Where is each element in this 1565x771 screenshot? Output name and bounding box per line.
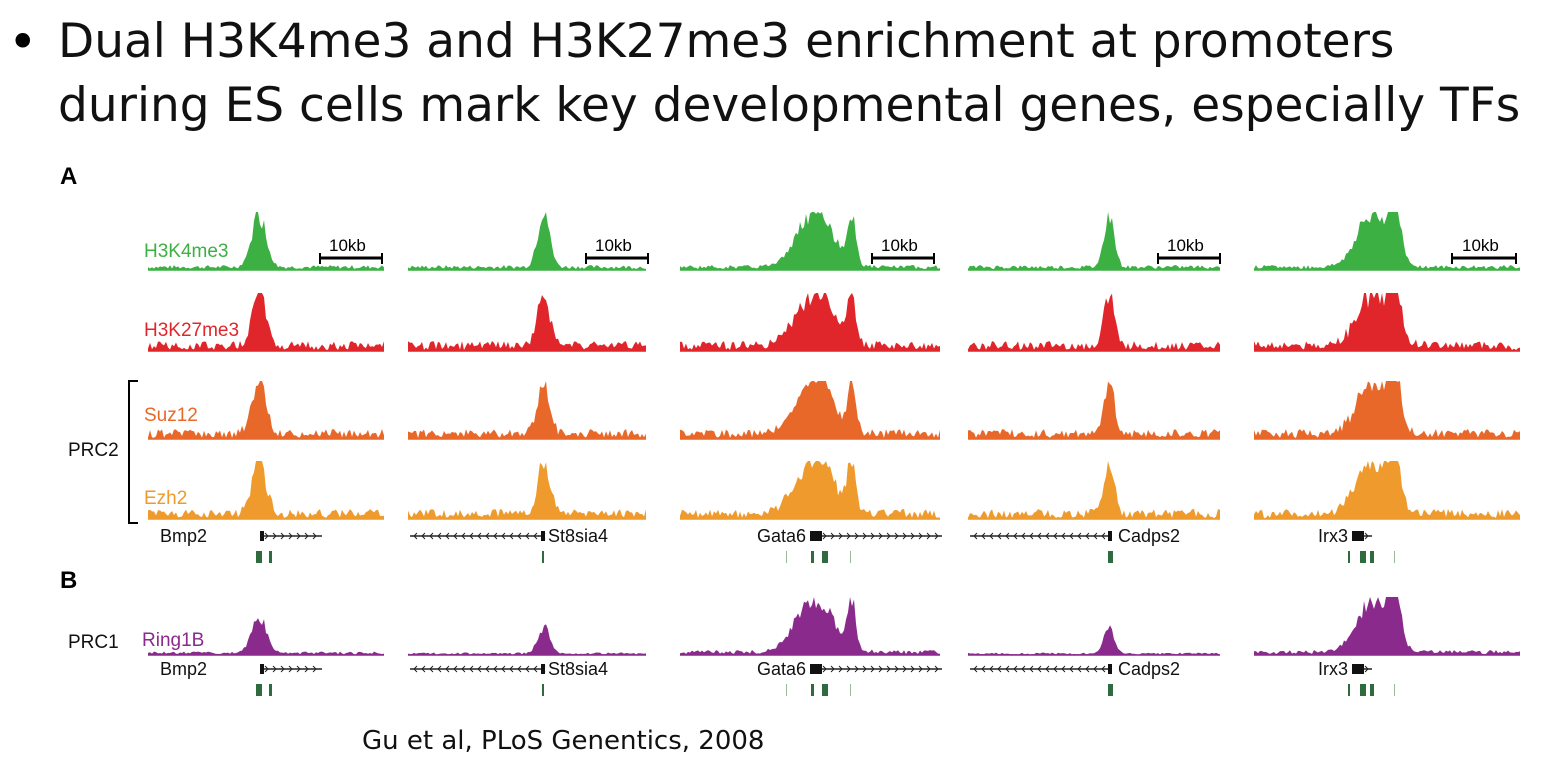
cpg-island-mark bbox=[269, 684, 272, 696]
gene-name-label: Gata6 bbox=[757, 659, 806, 679]
signal-suz12-cadps2 bbox=[968, 381, 1220, 439]
scale-bar: 10kb bbox=[1451, 236, 1517, 264]
scale-bar-label: 10kb bbox=[595, 236, 632, 255]
cpg-island-mark bbox=[1360, 551, 1366, 563]
cpg-island-mark bbox=[1348, 684, 1350, 696]
gene-model-st8sia4: St8sia4 bbox=[410, 526, 608, 563]
gene-name-label: Bmp2 bbox=[160, 526, 207, 546]
gene-model-bmp2: Bmp2 bbox=[160, 659, 322, 696]
signal-ezh2-st8sia4 bbox=[408, 462, 646, 519]
gene-name-label: Cadps2 bbox=[1118, 526, 1180, 546]
cpg-island-mark bbox=[542, 684, 544, 696]
signal-ring1b-st8sia4 bbox=[408, 624, 646, 655]
gene-name-label: Gata6 bbox=[757, 526, 806, 546]
signal-h3k27me3-gata6 bbox=[680, 293, 940, 351]
signal-suz12-irx3 bbox=[1254, 381, 1520, 439]
slide-title: Dual H3K4me3 and H3K27me3 enrichment at … bbox=[58, 14, 1521, 133]
signal-h3k4me3-bmp2 bbox=[148, 212, 384, 270]
cpg-island-mark bbox=[1108, 551, 1113, 563]
scale-bar-label: 10kb bbox=[1462, 236, 1499, 255]
gene-model-gata6: Gata6 bbox=[757, 526, 942, 563]
panel-a-label: A bbox=[60, 163, 78, 190]
scale-bar-label: 10kb bbox=[881, 236, 918, 255]
cpg-island-mark bbox=[811, 684, 814, 696]
track-label-suz12: Suz12 bbox=[144, 405, 198, 426]
cpg-island-mark bbox=[1394, 551, 1395, 563]
signal-h3k27me3-cadps2 bbox=[968, 293, 1220, 351]
gene-model-irx3: Irx3 bbox=[1318, 526, 1395, 563]
cpg-island-mark bbox=[822, 684, 828, 696]
signal-ezh2-irx3 bbox=[1254, 461, 1520, 519]
cpg-island-mark bbox=[822, 551, 828, 563]
prc2-label: PRC2 bbox=[68, 440, 119, 461]
signal-ezh2-gata6 bbox=[680, 461, 940, 519]
cpg-island-mark bbox=[269, 551, 272, 563]
signal-h3k4me3-irx3 bbox=[1254, 212, 1520, 270]
signal-ring1b-bmp2 bbox=[148, 618, 384, 655]
scale-bar-label: 10kb bbox=[329, 236, 366, 255]
citation: Gu et al, PLoS Genentics, 2008 bbox=[362, 726, 765, 756]
signal-suz12-gata6 bbox=[680, 381, 940, 439]
signal-ezh2-cadps2 bbox=[968, 461, 1220, 519]
cpg-island-mark bbox=[256, 684, 262, 696]
cpg-island-mark bbox=[256, 551, 262, 563]
gene-name-label: Bmp2 bbox=[160, 659, 207, 679]
panel-b-label: B bbox=[60, 567, 78, 594]
cpg-island-mark bbox=[850, 684, 851, 696]
gene-model-cadps2: Cadps2 bbox=[970, 659, 1180, 696]
gene-model-gata6: Gata6 bbox=[757, 659, 942, 696]
signal-ezh2-bmp2 bbox=[148, 461, 384, 519]
gene-model-st8sia4: St8sia4 bbox=[410, 659, 608, 696]
signal-h3k27me3-irx3 bbox=[1254, 293, 1520, 351]
scale-bar: 10kb bbox=[319, 236, 383, 264]
track-label-h3k27me3: H3K27me3 bbox=[144, 320, 240, 341]
cpg-island-mark bbox=[850, 551, 851, 563]
gene-model-bmp2: Bmp2 bbox=[160, 526, 322, 563]
track-label-ring1b: Ring1B bbox=[142, 630, 205, 651]
gene-name-label: Irx3 bbox=[1318, 659, 1348, 679]
gene-name-label: Irx3 bbox=[1318, 526, 1348, 546]
scale-bar: 10kb bbox=[1157, 236, 1221, 264]
cpg-island-mark bbox=[542, 551, 544, 563]
bullet-marker: • bbox=[8, 13, 38, 71]
signal-suz12-st8sia4 bbox=[408, 381, 646, 439]
signal-ring1b-irx3 bbox=[1254, 597, 1520, 655]
gene-model-irx3: Irx3 bbox=[1318, 659, 1395, 696]
cpg-island-mark bbox=[786, 551, 787, 563]
cpg-island-mark bbox=[811, 551, 814, 563]
signal-ring1b-gata6 bbox=[680, 597, 940, 655]
signal-h3k4me3-gata6 bbox=[680, 212, 940, 270]
prc2-bracket bbox=[128, 380, 138, 524]
cpg-island-mark bbox=[1108, 684, 1113, 696]
cpg-island-mark bbox=[1360, 684, 1366, 696]
signal-h3k27me3-st8sia4 bbox=[408, 295, 646, 351]
gene-name-label: St8sia4 bbox=[548, 526, 608, 546]
signal-suz12-bmp2 bbox=[148, 381, 384, 439]
track-label-ezh2: Ezh2 bbox=[144, 488, 188, 509]
scale-bar: 10kb bbox=[871, 236, 935, 264]
cpg-island-mark bbox=[786, 684, 787, 696]
track-label-h3k4me3: H3K4me3 bbox=[144, 241, 229, 262]
prc1-label: PRC1 bbox=[68, 632, 119, 653]
gene-name-label: St8sia4 bbox=[548, 659, 608, 679]
signal-ring1b-cadps2 bbox=[968, 625, 1220, 655]
cpg-island-mark bbox=[1348, 551, 1350, 563]
scale-bar-label: 10kb bbox=[1167, 236, 1204, 255]
gene-name-label: Cadps2 bbox=[1118, 659, 1180, 679]
scale-bar: 10kb bbox=[585, 236, 649, 264]
gene-model-cadps2: Cadps2 bbox=[970, 526, 1180, 563]
cpg-island-mark bbox=[1370, 551, 1374, 563]
signal-h3k27me3-bmp2 bbox=[148, 293, 384, 351]
cpg-island-mark bbox=[1370, 684, 1374, 696]
cpg-island-mark bbox=[1394, 684, 1395, 696]
